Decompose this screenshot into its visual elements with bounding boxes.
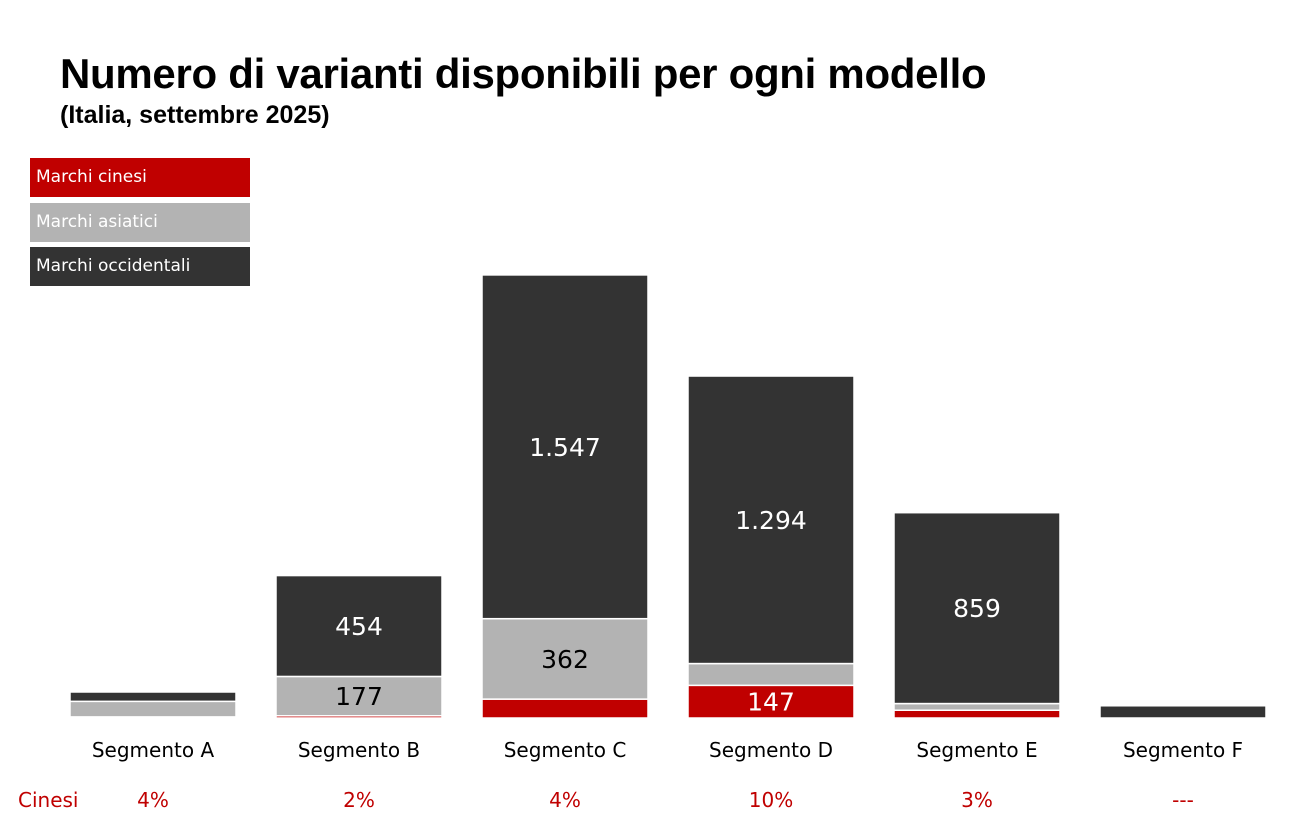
chart-title: Numero di varianti disponibili per ogni … (60, 50, 987, 97)
bar-western-4 (687, 375, 855, 665)
chinese-share-row-label: Cinesi (18, 788, 79, 812)
data-label-chinese-4: 147 (747, 688, 795, 717)
data-label-asian-3: 362 (541, 645, 589, 674)
data-label-western-5: 859 (953, 594, 1001, 623)
data-label-western-3: 1.547 (529, 433, 601, 462)
category-label-3: Segmento C (504, 738, 627, 762)
category-label-4: Segmento D (709, 738, 833, 762)
bar-asian-4 (687, 662, 855, 687)
bar-asian-5 (893, 702, 1061, 711)
bar-western-6 (1099, 705, 1267, 719)
chinese-share-6: --- (1172, 788, 1194, 812)
bar-asian-2 (275, 675, 443, 717)
legend-chinese-brands: Marchi cinesi (30, 158, 250, 197)
bar-asian-1 (69, 700, 237, 718)
bar-western-5 (893, 511, 1061, 705)
data-label-asian-2: 177 (335, 682, 383, 711)
chinese-share-2: 2% (343, 788, 375, 812)
bar-western-2 (275, 574, 443, 678)
bar-western-3 (481, 274, 649, 620)
chinese-share-4: 10% (748, 788, 794, 812)
data-label-western-4: 1.294 (735, 506, 807, 535)
legend-asian-brands: Marchi asiatici (30, 203, 250, 242)
category-label-1: Segmento A (92, 738, 215, 762)
category-label-5: Segmento E (916, 738, 1037, 762)
category-label-2: Segmento B (298, 738, 420, 762)
bar-asian-3 (481, 617, 649, 700)
chinese-share-3: 4% (549, 788, 581, 812)
bar-chinese-3 (481, 698, 649, 719)
chinese-share-1: 4% (137, 788, 169, 812)
legend-western-brands: Marchi occidentali (30, 247, 250, 286)
chinese-share-5: 3% (961, 788, 993, 812)
chart-subtitle: (Italia, settembre 2025) (60, 101, 330, 129)
category-label-6: Segmento F (1123, 738, 1243, 762)
bar-western-1 (69, 691, 237, 703)
bar-chinese-5 (893, 709, 1061, 719)
data-label-western-2: 454 (335, 612, 383, 641)
